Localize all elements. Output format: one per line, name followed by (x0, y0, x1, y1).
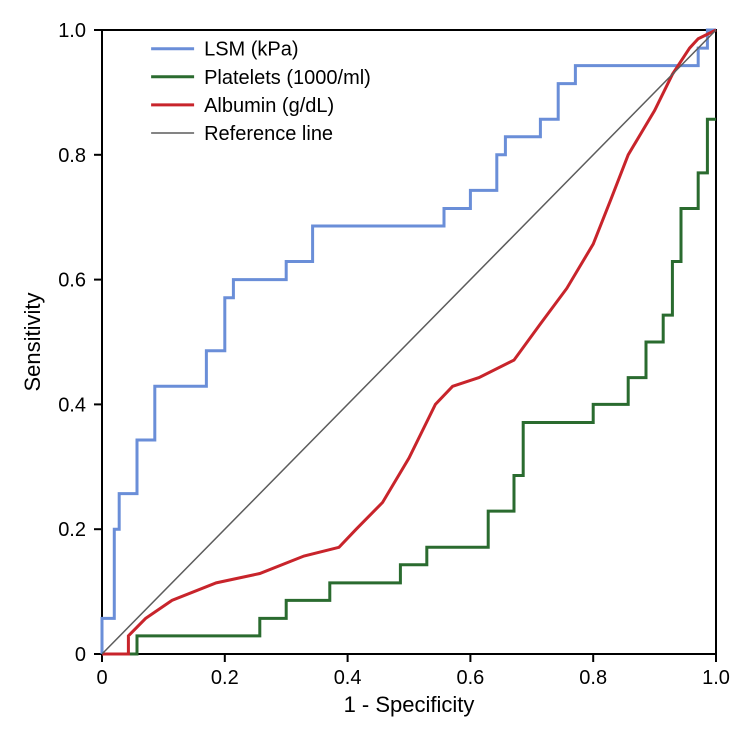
x-tick-label: 0.4 (334, 667, 362, 689)
legend-label: LSM (kPa) (204, 39, 298, 61)
y-tick-label: 1.0 (58, 20, 86, 42)
x-tick-label: 0.2 (211, 667, 239, 689)
x-tick-label: 0.8 (579, 667, 607, 689)
y-tick-label: 0 (75, 644, 86, 666)
roc-chart: 0 0.2 0.4 0.6 0.8 1.0 0 0.2 0.4 0.6 0.8 1.0 1 - Spec… (0, 0, 744, 738)
y-axis-label: Sensitivity (20, 292, 45, 391)
x-tick-label: 1.0 (702, 667, 730, 689)
y-tick-label: 0.2 (58, 519, 86, 541)
x-tick-label: 0.6 (456, 667, 484, 689)
x-axis-label: 1 - Specificity (344, 692, 475, 717)
legend-label: Reference line (204, 123, 333, 145)
legend-label: Albumin (g/dL) (204, 95, 334, 117)
y-tick-label: 0.4 (58, 394, 86, 416)
y-tick-label: 0.8 (58, 145, 86, 167)
chart-background (0, 0, 744, 738)
x-tick-label: 0 (96, 667, 107, 689)
legend-label: Platelets (1000/ml) (204, 67, 371, 89)
y-tick-label: 0.6 (58, 270, 86, 292)
